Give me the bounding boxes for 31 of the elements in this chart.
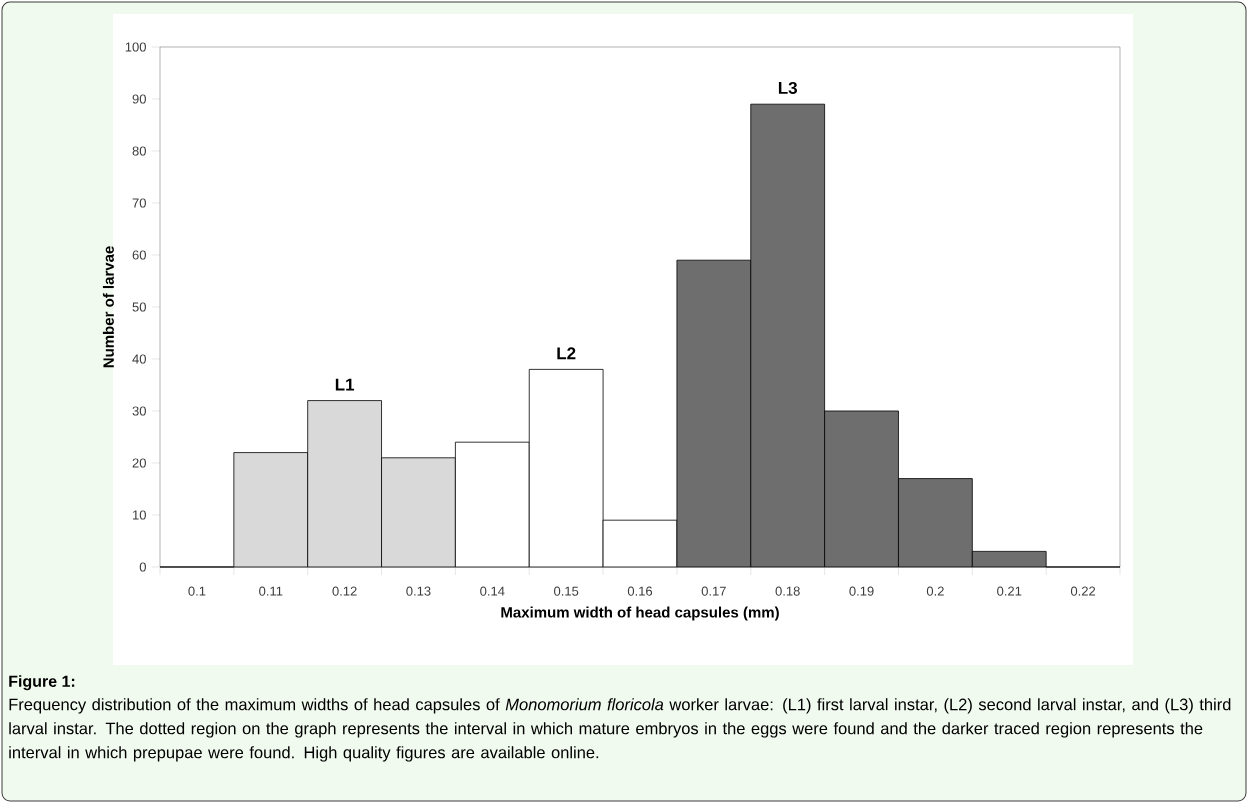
x-tick-label: 0.12 [332, 586, 357, 596]
annotation: L3 [778, 81, 798, 94]
text: Frequency distribution of the maximum widths of head capsules of Monomorium floricola worker larvae: (L1) first larval instar, (L2) second larval instar, and (L3) third larval instar. The dotted region on the graph represents the interval in which mature embryos in the eggs were found and the darker traced region represents the interval in which prepupae were found. High quality figures are available online. [9, 698, 1231, 762]
x-tick-label: 0.18 [775, 586, 800, 596]
x-tick-label: 0.22 [1070, 586, 1096, 596]
y-tick-label: 80 [132, 146, 146, 156]
x-tick-label: 0.1 [188, 586, 206, 596]
annotation: L1 [335, 378, 355, 391]
y-tick-label: 10 [133, 510, 146, 520]
y-tick-label: 0 [139, 562, 146, 572]
y-tick-label: 40 [132, 354, 146, 364]
y-tick-label: 60 [132, 250, 146, 260]
x-tick-label: 0.19 [849, 586, 874, 596]
text: Figure 1: [9, 675, 75, 691]
x-axis-title: Maximum width of head capsules (mm) [501, 606, 779, 621]
x-tick-label: 0.11 [259, 586, 283, 596]
x-tick-label: 0.13 [406, 586, 431, 596]
y-tick-label: 50 [132, 302, 146, 312]
x-tick-label: 0.15 [554, 586, 579, 596]
x-tick-label: 0.21 [997, 586, 1022, 596]
x-tick-label: 0.2 [926, 586, 944, 596]
x-tick-label: 0.17 [701, 586, 726, 596]
x-tick-label: 0.14 [480, 586, 505, 596]
y-axis-title: Number of larvae [102, 246, 114, 368]
y-tick-label: 70 [132, 198, 146, 208]
y-tick-label: 30 [132, 406, 146, 416]
y-tick-label: 100 [125, 42, 146, 52]
y-tick-label: 20 [132, 458, 146, 468]
y-tick-label: 90 [132, 94, 146, 104]
annotation: L2 [557, 347, 576, 360]
x-tick-label: 0.16 [627, 586, 653, 596]
